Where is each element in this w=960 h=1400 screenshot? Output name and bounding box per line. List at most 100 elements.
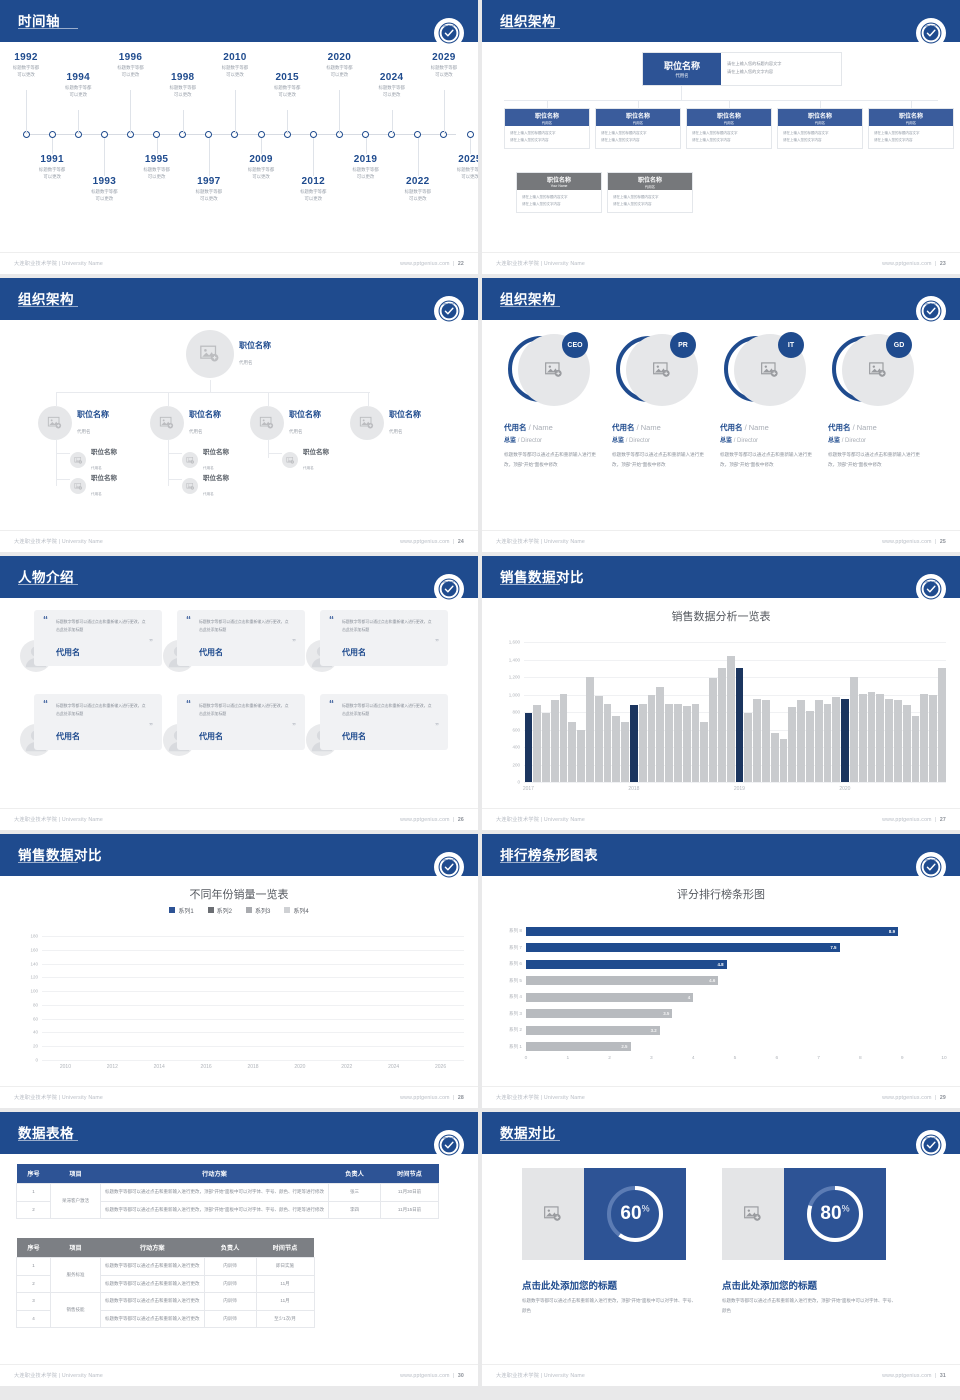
timeline-dot[interactable] [257, 131, 265, 138]
bar[interactable] [533, 705, 542, 782]
timeline-dot[interactable] [48, 131, 56, 138]
bar[interactable] [885, 698, 893, 782]
hbar[interactable]: 4.6 [526, 976, 719, 985]
slide-27[interactable]: 销售数据对比 UNIVERSITY 销售数据分析一览表 0 200 400 60… [482, 556, 960, 830]
slide-28[interactable]: 销售数据对比 UNIVERSITY 不同年份销量一览表 系列1 系列2 系列3 系列4… [0, 834, 478, 1108]
bar[interactable] [735, 668, 744, 782]
hbar[interactable]: 7.5 [526, 943, 840, 952]
slide-24[interactable]: 组织架构 UNIVERSITY 职位名称 代用名 职位名称 代用名 [0, 278, 478, 552]
slide-29[interactable]: 排行榜条形图表 UNIVERSITY 评分排行榜条形图 系列 8 8.9 系列 … [482, 834, 960, 1108]
org-node[interactable]: 职位名称 代用名 [38, 406, 109, 440]
slide-30[interactable]: 数据表格 UNIVERSITY 序号 项目 行动方案 负责人 时间节点 1 呆滞客户激活标… [0, 1112, 478, 1386]
bar[interactable] [603, 704, 612, 782]
table-row[interactable]: 4 标题数字等都可以通过点击和重新输入进行更改 内训师 至少1次/月 [16, 1309, 315, 1329]
legend-item[interactable]: 系列2 [207, 906, 232, 915]
bar[interactable] [762, 699, 770, 782]
person-card[interactable]: “ ” 标题数字等都可以通过点击和重新输入进行更改，点击此处添加标题 代用名 [34, 694, 162, 750]
org-node[interactable]: 职位名称 代用名 [150, 406, 221, 440]
bar[interactable] [621, 721, 630, 782]
org-node[interactable]: 职位名称 代用名 请在上输入您的标题内容文字 请在上输入您的文字内容 [777, 108, 863, 149]
compare-card[interactable]: 60% [522, 1168, 686, 1260]
org-node[interactable]: 职位名称 代用名 请在上输入您的标题内容文字 请在上输入您的文字内容 [868, 108, 954, 149]
bar[interactable] [744, 712, 753, 782]
compare-card[interactable]: 80% [722, 1168, 886, 1260]
person-card[interactable]: “ ” 标题数字等都可以通过点击和重新输入进行更改，点击此处添加标题 代用名 [177, 610, 305, 666]
table-row[interactable]: 3 销售技能 标题数字等都可以通过点击和重新输入进行更改 内训师 11月 [16, 1292, 315, 1329]
org-leaf-node[interactable]: 职位名称 代用名 [70, 446, 117, 474]
team-member-card[interactable]: CEO 代用名 / Name 总监 / Director 标题数字等都可以通过点… [504, 332, 600, 469]
timeline-dot[interactable] [466, 131, 474, 138]
person-card[interactable]: “ ” 标题数字等都可以通过点击和重新输入进行更改，点击此处添加标题 代用名 [320, 694, 448, 750]
bar[interactable] [823, 704, 832, 782]
bar[interactable] [691, 704, 700, 782]
bar[interactable] [612, 715, 621, 782]
hbar[interactable]: 4 [526, 992, 694, 1002]
org-node[interactable]: 职位名称 Your Name 请在上输入您的标题内容文字 请在上输入您的文字内容 [516, 172, 602, 213]
bar[interactable] [911, 715, 920, 782]
bar[interactable] [841, 698, 849, 782]
person-card[interactable]: “ ” 标题数字等都可以通过点击和重新输入进行更改，点击此处添加标题 代用名 [320, 610, 448, 666]
org-root-node[interactable]: 职位名称 代用名 [186, 330, 271, 378]
table-row[interactable]: 1 呆滞客户激活 标题数字等都可以通过点击和重新输入进行更改，顶部“开始”面板中可以… [16, 1182, 439, 1220]
bar[interactable] [718, 668, 726, 782]
bar[interactable] [832, 697, 841, 782]
org-node[interactable]: 职位名称 代用名 [250, 406, 321, 440]
bar[interactable] [726, 656, 735, 782]
bar[interactable] [682, 705, 691, 782]
bar[interactable] [753, 698, 762, 782]
timeline-dot[interactable] [153, 131, 161, 138]
bar[interactable] [788, 706, 797, 782]
bar[interactable] [542, 712, 550, 782]
org-leaf-node[interactable]: 职位名称 代用名 [182, 472, 229, 500]
bar[interactable] [674, 704, 682, 782]
slide-25[interactable]: 组织架构 UNIVERSITY CEO 代用名 / Name 总监 / Di [482, 278, 960, 552]
bar[interactable] [779, 739, 788, 782]
bar[interactable] [858, 693, 867, 782]
bar[interactable] [893, 699, 902, 782]
bar[interactable] [586, 677, 594, 782]
legend-item[interactable]: 系列4 [284, 906, 309, 915]
bar[interactable] [656, 686, 665, 782]
org-node[interactable]: 职位名称 代用名 请在上输入您的标题内容文字 请在上输入您的文字内容 [504, 108, 590, 149]
timeline-dot[interactable] [362, 131, 370, 138]
org-root-node[interactable]: 职位名称 代用名 请在上输入您的标题内容文字 请在上输入您的文字内容 [642, 52, 842, 86]
bar[interactable] [550, 699, 559, 782]
hbar[interactable]: 8.9 [526, 926, 899, 936]
bar[interactable] [797, 699, 805, 782]
bar[interactable] [867, 691, 876, 782]
bar[interactable] [665, 704, 674, 782]
bar[interactable] [876, 693, 885, 782]
hbar[interactable]: 3.5 [526, 1009, 673, 1018]
bar[interactable] [647, 695, 656, 782]
bar[interactable] [568, 721, 577, 782]
bar[interactable] [806, 711, 814, 782]
org-node[interactable]: 职位名称 代用名 请在上输入您的标题内容文字 请在上输入您的文字内容 [607, 172, 693, 213]
person-card[interactable]: “ ” 标题数字等都可以通过点击和重新输入进行更改，点击此处添加标题 代用名 [177, 694, 305, 750]
org-leaf-node[interactable]: 职位名称 代用名 [70, 472, 117, 500]
person-card[interactable]: “ ” 标题数字等都可以通过点击和重新输入进行更改，点击此处添加标题 代用名 [34, 610, 162, 666]
team-member-card[interactable]: PR 代用名 / Name 总监 / Director 标题数字等都可以通过点击… [612, 332, 708, 469]
table-row[interactable]: 2 标题数字等都可以通过点击和重新输入进行更改，顶部“开始”面板中可以对字体、字号… [16, 1200, 439, 1220]
timeline-dot[interactable] [205, 131, 213, 138]
bar[interactable] [638, 704, 647, 782]
table-row[interactable]: 2 标题数字等都可以通过点击和重新输入进行更改 内训师 11月 [16, 1274, 315, 1294]
legend-item[interactable]: 系列3 [246, 906, 270, 915]
hbar[interactable]: 4.8 [526, 959, 727, 969]
hbar[interactable]: 2.5 [526, 1042, 631, 1051]
timeline-dot[interactable] [414, 131, 422, 138]
bar[interactable] [524, 712, 533, 782]
bar[interactable] [937, 668, 946, 782]
slide-31[interactable]: 数据对比 UNIVERSITY 60% 点击此处添加您的标题 标题数字等都可以通过… [482, 1112, 960, 1386]
legend-item[interactable]: 系列1 [169, 906, 194, 915]
timeline-dot[interactable] [309, 131, 317, 138]
org-node[interactable]: 职位名称 代用名 [350, 406, 421, 440]
bar[interactable] [577, 729, 586, 782]
table-row[interactable]: 1 服务标准 标题数字等都可以通过点击和重新输入进行更改 内训师 即日实施 [16, 1256, 315, 1294]
bar[interactable] [594, 696, 603, 782]
org-node[interactable]: 职位名称 代用名 请在上输入您的标题内容文字 请在上输入您的文字内容 [595, 108, 681, 149]
bar[interactable] [700, 721, 709, 782]
bar[interactable] [814, 699, 823, 782]
org-leaf-node[interactable]: 职位名称 代用名 [182, 446, 229, 474]
bar[interactable] [709, 677, 718, 782]
hbar[interactable]: 3.2 [526, 1025, 660, 1035]
